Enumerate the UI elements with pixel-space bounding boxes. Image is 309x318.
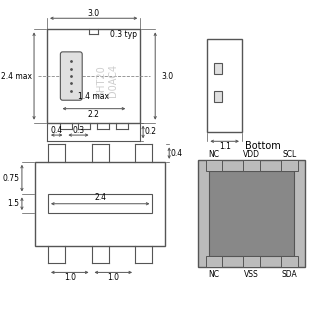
Text: 3.0: 3.0 — [162, 72, 174, 80]
Bar — [198, 160, 305, 267]
Bar — [214, 91, 222, 102]
Text: 2.4: 2.4 — [94, 193, 106, 202]
Text: 1.0: 1.0 — [64, 273, 76, 282]
Text: 3.0: 3.0 — [88, 9, 100, 18]
Text: Bottom: Bottom — [245, 141, 281, 151]
Bar — [35, 162, 165, 246]
Bar — [209, 171, 294, 256]
Text: 0.2: 0.2 — [145, 128, 157, 136]
Text: NC: NC — [209, 150, 219, 159]
Bar — [207, 39, 242, 132]
Text: SDA: SDA — [281, 270, 297, 279]
Text: VDD: VDD — [243, 150, 260, 159]
Text: SCL: SCL — [282, 150, 297, 159]
Bar — [205, 160, 222, 171]
Bar — [47, 30, 140, 123]
Text: 0.3: 0.3 — [72, 126, 85, 135]
Text: 0.4: 0.4 — [170, 149, 182, 158]
Text: VSS: VSS — [244, 270, 259, 279]
Text: NC: NC — [209, 270, 219, 279]
Text: 0.3 typ: 0.3 typ — [110, 30, 137, 38]
Bar — [243, 160, 260, 171]
FancyBboxPatch shape — [60, 52, 82, 100]
Text: 1.5: 1.5 — [7, 199, 19, 208]
Text: SHT20
D0AC4: SHT20 D0AC4 — [97, 64, 118, 97]
Bar — [281, 256, 298, 267]
Bar — [243, 256, 260, 267]
Text: 0.75: 0.75 — [2, 174, 19, 183]
Text: 1.4 max: 1.4 max — [78, 92, 109, 101]
Text: 1.1: 1.1 — [219, 142, 231, 151]
Text: 2.4 max: 2.4 max — [1, 72, 32, 80]
Text: 2.2: 2.2 — [88, 110, 100, 119]
Bar — [214, 63, 222, 74]
Bar — [48, 194, 152, 213]
Bar — [205, 256, 222, 267]
Text: 1.0: 1.0 — [107, 273, 119, 282]
Text: 0.4: 0.4 — [51, 126, 63, 135]
Bar — [281, 160, 298, 171]
